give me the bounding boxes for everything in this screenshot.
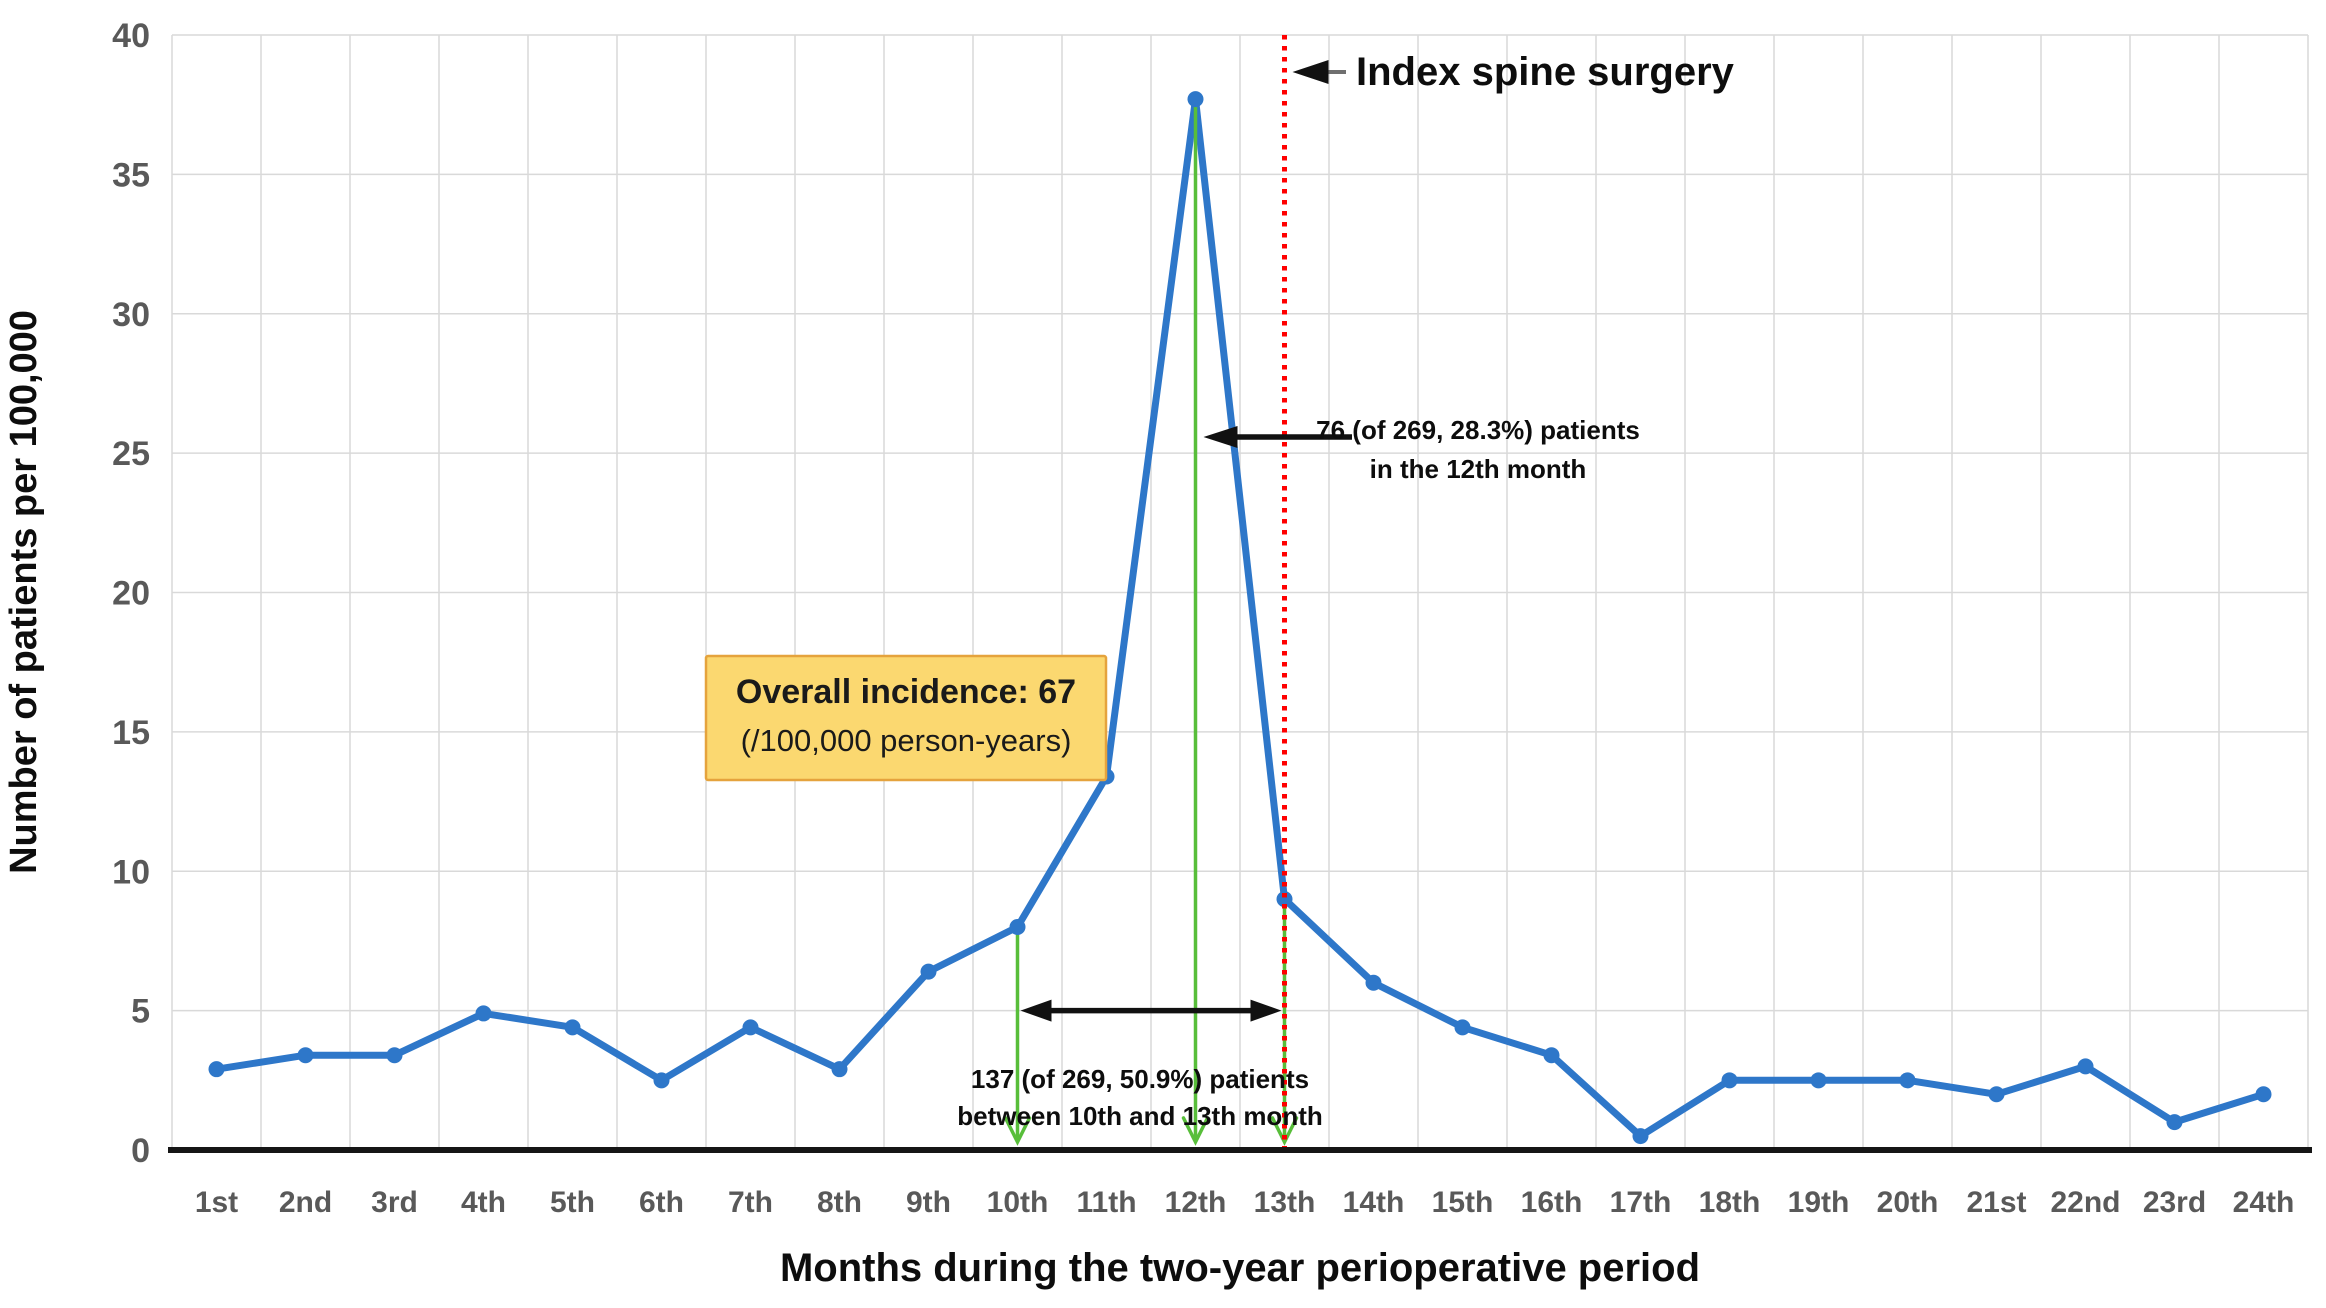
data-series bbox=[213, 95, 2267, 1140]
x-tick-label: 2nd bbox=[279, 1186, 332, 1219]
y-tick-label: 20 bbox=[112, 575, 150, 613]
data-point-markers bbox=[208, 91, 2272, 1145]
peak-arrowhead bbox=[1203, 426, 1238, 448]
y-tick-label: 30 bbox=[112, 296, 150, 334]
green-arrowhead bbox=[1270, 1116, 1299, 1146]
data-point-marker bbox=[1899, 1072, 1916, 1089]
x-tick-label: 19th bbox=[1788, 1186, 1850, 1219]
x-tick-label: 10th bbox=[987, 1186, 1049, 1219]
data-point-marker bbox=[1276, 891, 1293, 908]
x-tick-label: 17th bbox=[1610, 1186, 1672, 1219]
data-point-marker bbox=[1009, 919, 1026, 935]
x-tick-label: 3rd bbox=[371, 1186, 418, 1219]
data-point-marker bbox=[1187, 91, 1204, 108]
x-tick-label: 4th bbox=[461, 1186, 506, 1219]
data-point-marker bbox=[208, 1061, 225, 1078]
x-tick-label: 11th bbox=[1076, 1186, 1136, 1219]
data-point-marker bbox=[2255, 1086, 2272, 1103]
data-point-marker bbox=[831, 1061, 848, 1078]
data-point-marker bbox=[564, 1019, 581, 1036]
x-tick-label: 23rd bbox=[2143, 1186, 2206, 1219]
range-note-line1: 137 (of 269, 50.9%) patients bbox=[971, 1064, 1309, 1094]
data-point-marker bbox=[1810, 1072, 1827, 1089]
incidence-box-line2: (/100,000 person-years) bbox=[741, 723, 1072, 758]
index-surgery-label: Index spine surgery bbox=[1356, 50, 1735, 94]
x-tick-label: 21st bbox=[1966, 1186, 2026, 1219]
green-arrowhead bbox=[1181, 1116, 1210, 1146]
y-tick-label: 0 bbox=[131, 1132, 150, 1170]
data-point-marker bbox=[386, 1047, 403, 1064]
x-axis-title: Months during the two-year perioperative… bbox=[780, 1246, 1700, 1290]
incidence-box-line1: Overall incidence: 67 bbox=[736, 673, 1076, 711]
data-point-marker bbox=[1988, 1086, 2005, 1103]
gridlines bbox=[171, 34, 2309, 1150]
y-tick-label: 10 bbox=[112, 853, 150, 891]
data-point-marker bbox=[297, 1047, 314, 1064]
x-tick-label: 12th bbox=[1165, 1186, 1227, 1219]
range-note-line2: between 10th and 13th month bbox=[957, 1101, 1323, 1131]
x-tick-label: 9th bbox=[906, 1186, 951, 1219]
data-point-marker bbox=[475, 1005, 492, 1022]
data-point-marker bbox=[2166, 1114, 2183, 1131]
data-point-marker bbox=[920, 963, 937, 980]
peak-note-line2: in the 12th month bbox=[1370, 454, 1587, 484]
data-point-marker bbox=[1543, 1047, 1560, 1064]
x-tick-label: 18th bbox=[1699, 1186, 1761, 1219]
data-point-marker bbox=[2077, 1058, 2094, 1075]
x-tick-label: 14th bbox=[1343, 1186, 1405, 1219]
data-point-marker bbox=[1365, 974, 1382, 991]
y-tick-label: 35 bbox=[112, 156, 150, 194]
x-tick-label: 16th bbox=[1521, 1186, 1583, 1219]
y-tick-label: 40 bbox=[112, 17, 150, 55]
x-tick-label: 1st bbox=[195, 1186, 238, 1219]
data-point-marker bbox=[653, 1072, 670, 1089]
x-tick-label: 8th bbox=[817, 1186, 862, 1219]
incidence-callout-box bbox=[704, 654, 1108, 782]
x-tick-label: 20th bbox=[1877, 1186, 1939, 1219]
data-point-marker bbox=[742, 1019, 759, 1036]
peak-note-line1: 76 (of 269, 28.3%) patients bbox=[1316, 415, 1640, 445]
series-line bbox=[213, 95, 2267, 1140]
y-tick-label: 15 bbox=[112, 714, 150, 752]
surgery-arrowhead bbox=[1292, 60, 1329, 84]
data-point-marker bbox=[1721, 1072, 1738, 1089]
x-tick-label: 22nd bbox=[2050, 1186, 2120, 1219]
y-axis-title: Number of patients per 100,000 bbox=[3, 310, 45, 874]
tick-labels: 0 5 10 15 20 25 30 35 40 1st 2nd 3rd 4th 5th 6th 7th 8th… bbox=[112, 17, 2294, 1219]
x-tick-label: 6th bbox=[639, 1186, 684, 1219]
data-point-marker bbox=[1454, 1019, 1471, 1036]
range-arrowhead-right bbox=[1250, 999, 1282, 1022]
annotation-arrows bbox=[1020, 60, 1352, 1022]
x-tick-label: 13th bbox=[1254, 1186, 1316, 1219]
green-arrowhead bbox=[1003, 1116, 1032, 1146]
data-point-marker bbox=[1632, 1128, 1649, 1145]
x-tick-label: 7th bbox=[728, 1186, 773, 1219]
range-arrowhead-left bbox=[1020, 999, 1052, 1022]
x-tick-label: 15th bbox=[1432, 1186, 1494, 1219]
x-tick-label: 24th bbox=[2233, 1186, 2295, 1219]
y-tick-label: 25 bbox=[112, 435, 150, 473]
x-tick-label: 5th bbox=[550, 1186, 595, 1219]
y-tick-label: 5 bbox=[131, 993, 150, 1031]
